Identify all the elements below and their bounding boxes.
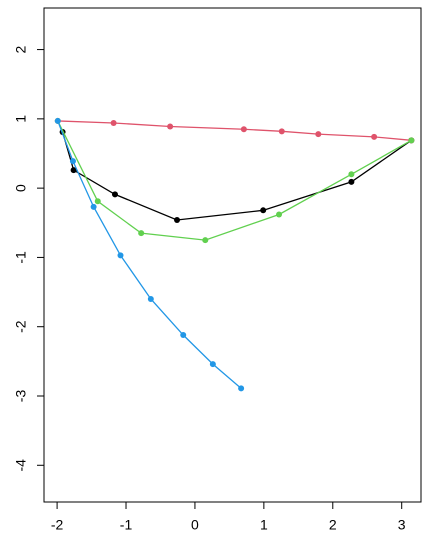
plot-frame bbox=[43, 7, 422, 503]
series-line bbox=[61, 131, 412, 221]
x-tick-label: 0 bbox=[191, 517, 199, 533]
y-tick-label: 2 bbox=[13, 45, 29, 53]
point bbox=[138, 230, 145, 237]
x-tick-label: 2 bbox=[329, 517, 337, 533]
x-tick-label: 3 bbox=[398, 517, 406, 533]
point bbox=[111, 191, 118, 198]
point bbox=[348, 178, 355, 185]
point bbox=[70, 167, 77, 174]
y-tick-label: -4 bbox=[13, 459, 29, 472]
y-tick-label: -2 bbox=[13, 320, 29, 333]
point bbox=[69, 158, 76, 165]
point bbox=[260, 207, 267, 214]
x-tick-label: -2 bbox=[51, 517, 64, 533]
point bbox=[54, 117, 61, 124]
series-line bbox=[57, 120, 242, 389]
point bbox=[315, 131, 322, 138]
point bbox=[278, 128, 285, 135]
point bbox=[202, 237, 209, 244]
x-tick-label: 1 bbox=[260, 517, 268, 533]
point bbox=[209, 361, 216, 368]
point bbox=[90, 203, 97, 210]
point bbox=[110, 120, 117, 127]
series-line bbox=[57, 120, 412, 241]
y-tick-label: -3 bbox=[13, 390, 29, 403]
point bbox=[117, 252, 124, 259]
point bbox=[238, 385, 245, 392]
point bbox=[167, 123, 174, 130]
y-tick-label: 0 bbox=[13, 184, 29, 192]
point bbox=[240, 126, 247, 133]
point bbox=[180, 332, 187, 339]
point bbox=[371, 133, 378, 140]
point bbox=[174, 217, 181, 224]
x-tick-label: -1 bbox=[120, 517, 133, 533]
point bbox=[348, 171, 355, 178]
point bbox=[147, 295, 154, 302]
y-tick-label: -1 bbox=[13, 251, 29, 264]
point bbox=[408, 137, 415, 144]
y-tick-label: 1 bbox=[13, 115, 29, 123]
point bbox=[276, 211, 283, 218]
series-line bbox=[57, 120, 412, 141]
point bbox=[94, 198, 101, 205]
